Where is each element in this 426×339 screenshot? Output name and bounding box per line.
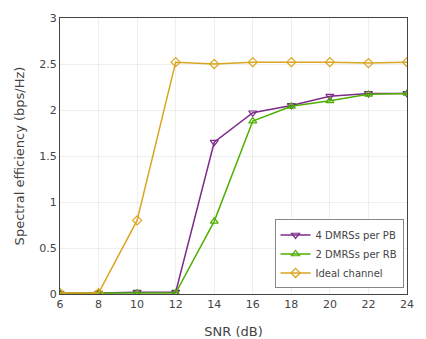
svg-text:16: 16 (246, 298, 260, 311)
svg-text:1: 1 (50, 196, 57, 209)
svg-text:2: 2 (50, 104, 57, 117)
svg-text:24: 24 (400, 298, 414, 311)
svg-text:10: 10 (130, 298, 144, 311)
svg-text:1.5: 1.5 (39, 150, 57, 163)
svg-text:4 DMRSs per PB: 4 DMRSs per PB (316, 230, 396, 241)
svg-text:20: 20 (323, 298, 337, 311)
svg-text:2.5: 2.5 (39, 58, 57, 71)
svg-text:3: 3 (50, 12, 57, 25)
svg-text:18: 18 (284, 298, 298, 311)
svg-text:14: 14 (207, 298, 221, 311)
svg-text:2 DMRSs per RB: 2 DMRSs per RB (316, 249, 397, 260)
svg-text:Spectral efficiency (bps/Hz): Spectral efficiency (bps/Hz) (12, 67, 27, 246)
svg-text:SNR (dB): SNR (dB) (204, 324, 262, 339)
svg-text:6: 6 (57, 298, 64, 311)
svg-text:8: 8 (95, 298, 102, 311)
svg-text:Ideal channel: Ideal channel (316, 268, 383, 279)
svg-text:0.5: 0.5 (39, 242, 57, 255)
svg-text:22: 22 (361, 298, 375, 311)
svg-text:0: 0 (50, 288, 57, 301)
svg-text:12: 12 (169, 298, 183, 311)
